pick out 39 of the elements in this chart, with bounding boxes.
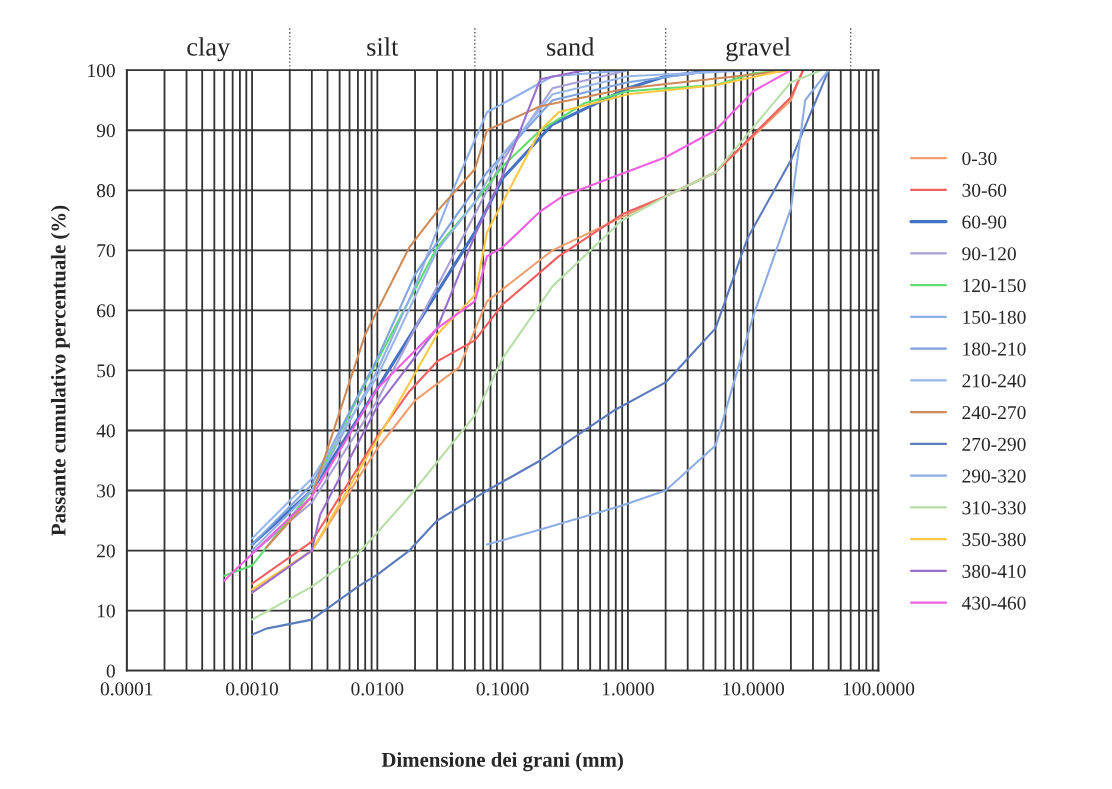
x-tick-label: 0.0100 xyxy=(351,682,404,696)
y-tick-label: 50 xyxy=(97,364,115,378)
y-tick-label: 60 xyxy=(97,304,115,318)
legend-label: 30-60 xyxy=(962,183,1007,197)
legend-label: 380-410 xyxy=(962,564,1026,578)
y-tick-label: 30 xyxy=(97,484,115,498)
x-tick-label: 10.0000 xyxy=(723,682,785,696)
legend-label: 0-30 xyxy=(962,151,997,166)
y-tick-label: 0 xyxy=(106,664,115,678)
text: silt xyxy=(367,37,399,56)
legend-label: 430-460 xyxy=(961,596,1026,610)
legend-label: 150-180 xyxy=(963,310,1026,324)
legend-label: 120-150 xyxy=(963,278,1026,293)
y-tick-label: 100 xyxy=(88,64,115,78)
legend-label: 210-240 xyxy=(962,374,1026,388)
y-tick-label: 40 xyxy=(96,424,115,438)
x-tick-label: 0.1000 xyxy=(476,682,529,696)
legend-label: 290-320 xyxy=(962,469,1026,483)
legend-label: 270-290 xyxy=(962,437,1026,451)
y-axis-title: Passante cumulativo percentuale (%) xyxy=(50,205,70,536)
x-tick-label: 100.0000 xyxy=(843,682,915,696)
text: clay xyxy=(187,37,231,62)
legend-label: 60-90 xyxy=(962,215,1007,229)
legend-label: 240-270 xyxy=(962,406,1026,420)
legend-label: 310-330 xyxy=(962,501,1026,515)
x-tick-label: 1.0000 xyxy=(602,682,654,696)
y-tick-label: 80 xyxy=(96,184,115,198)
text: gravel xyxy=(726,37,791,62)
y-tick-label: 70 xyxy=(97,244,115,258)
legend-label: 180-210 xyxy=(963,342,1026,356)
x-tick-label: 0.0001 xyxy=(100,682,153,696)
x-axis-title: Dimensione dei grani (mm) xyxy=(381,752,623,772)
legend-label: 350-380 xyxy=(962,533,1026,547)
y-tick-label: 10 xyxy=(97,604,115,618)
legend-label: 90-120 xyxy=(962,247,1016,261)
y-tick-label: 90 xyxy=(96,124,115,138)
text: sand xyxy=(547,37,595,56)
y-tick-label: 20 xyxy=(97,544,115,558)
x-tick-label: 0.0010 xyxy=(226,682,279,696)
